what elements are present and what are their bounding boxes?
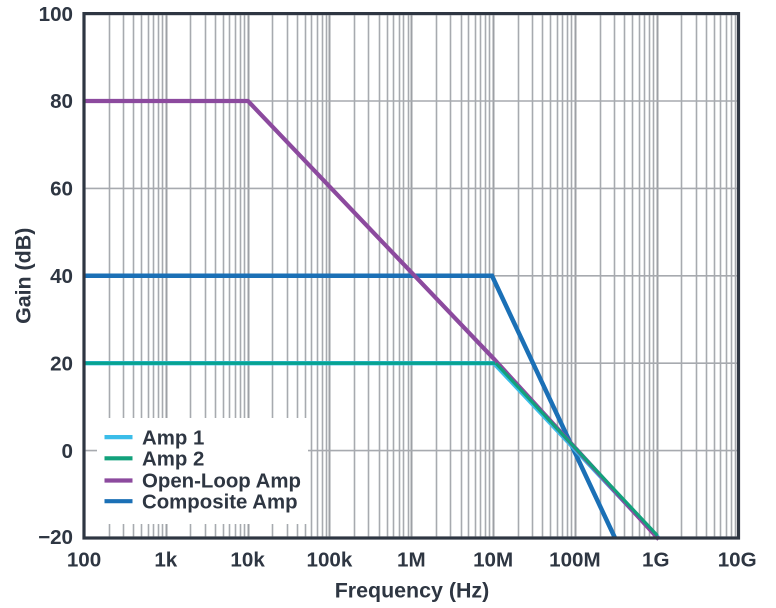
svg-text:0: 0: [62, 440, 73, 463]
svg-text:10G: 10G: [718, 549, 757, 572]
svg-text:100: 100: [39, 3, 73, 26]
svg-text:40: 40: [50, 265, 73, 288]
svg-text:1G: 1G: [642, 549, 669, 572]
svg-text:Open-Loop Amp: Open-Loop Amp: [142, 471, 301, 493]
svg-text:Amp 1: Amp 1: [142, 427, 204, 449]
svg-text:Gain (dB): Gain (dB): [12, 228, 36, 324]
svg-text:10M: 10M: [473, 549, 513, 572]
svg-text:Composite Amp: Composite Amp: [142, 491, 298, 513]
svg-text:10k: 10k: [230, 549, 265, 572]
svg-text:1k: 1k: [154, 549, 177, 572]
svg-text:1M: 1M: [397, 549, 426, 572]
svg-text:100M: 100M: [549, 549, 601, 572]
svg-text:Amp 2: Amp 2: [142, 449, 204, 471]
svg-text:80: 80: [50, 90, 73, 113]
svg-text:100: 100: [67, 549, 101, 572]
svg-text:−20: −20: [38, 526, 73, 549]
svg-text:Frequency (Hz): Frequency (Hz): [335, 578, 490, 602]
svg-text:60: 60: [50, 178, 73, 201]
svg-text:20: 20: [50, 352, 73, 375]
svg-text:100k: 100k: [306, 549, 352, 572]
